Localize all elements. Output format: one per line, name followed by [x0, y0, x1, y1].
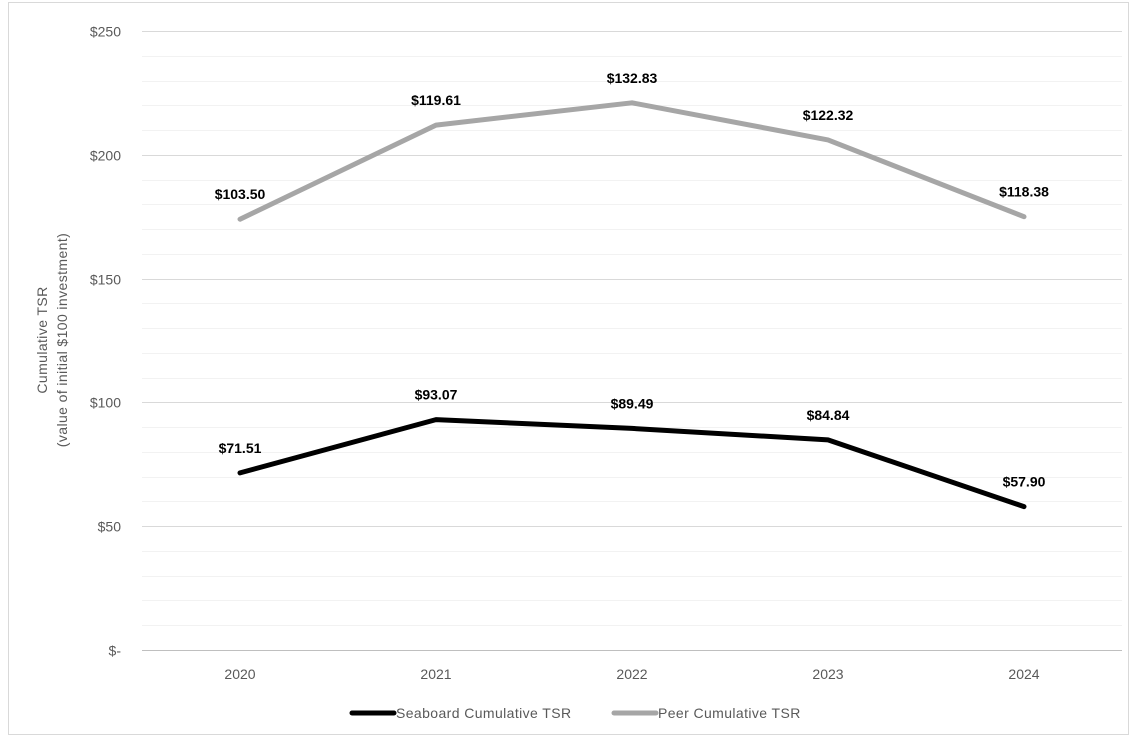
chart-border	[8, 2, 1129, 735]
y-tick-label: $50	[98, 519, 122, 535]
series-lines	[237, 100, 1027, 510]
y-tick-label: $-	[109, 643, 122, 659]
data-label: $84.84	[807, 407, 850, 423]
data-label: $57.90	[1003, 474, 1046, 490]
legend: Seaboard Cumulative TSR Peer Cumulative T…	[349, 705, 801, 721]
legend-label: Peer Cumulative TSR	[658, 705, 801, 721]
data-label: $103.50	[215, 186, 266, 202]
gridlines	[142, 31, 1122, 651]
x-tick-label: 2024	[1008, 666, 1039, 682]
legend-label: Seaboard Cumulative TSR	[396, 705, 571, 721]
y-axis-title-line: Cumulative TSR	[34, 286, 50, 393]
data-label: $93.07	[415, 387, 458, 403]
y-axis-title: Cumulative TSR (value of initial $100 inv…	[34, 233, 70, 447]
data-labels: $103.50 $119.61 $132.83 $122.32 $118.38 $71.5…	[215, 70, 1049, 490]
x-tick-label: 2022	[616, 666, 647, 682]
data-label: $119.61	[411, 92, 461, 108]
data-label: $132.83	[607, 70, 658, 86]
x-tick-label: 2020	[224, 666, 255, 682]
data-label: $118.38	[999, 184, 1049, 200]
data-label: $71.51	[219, 440, 262, 456]
data-label: $89.49	[611, 395, 654, 411]
data-label: $122.32	[803, 107, 854, 123]
y-tick-label: $200	[90, 148, 121, 164]
x-tick-label: 2023	[812, 666, 843, 682]
y-tick-label: $150	[90, 272, 121, 288]
y-tick-label: $100	[90, 395, 121, 411]
y-axis-title-line: (value of initial $100 investment)	[54, 233, 70, 447]
y-tick-label: $250	[90, 24, 121, 40]
x-tick-label: 2021	[420, 666, 451, 682]
axes: $- $50 $100 $150 $200 $250 2020 2021 2022 2023 202…	[34, 24, 1040, 683]
